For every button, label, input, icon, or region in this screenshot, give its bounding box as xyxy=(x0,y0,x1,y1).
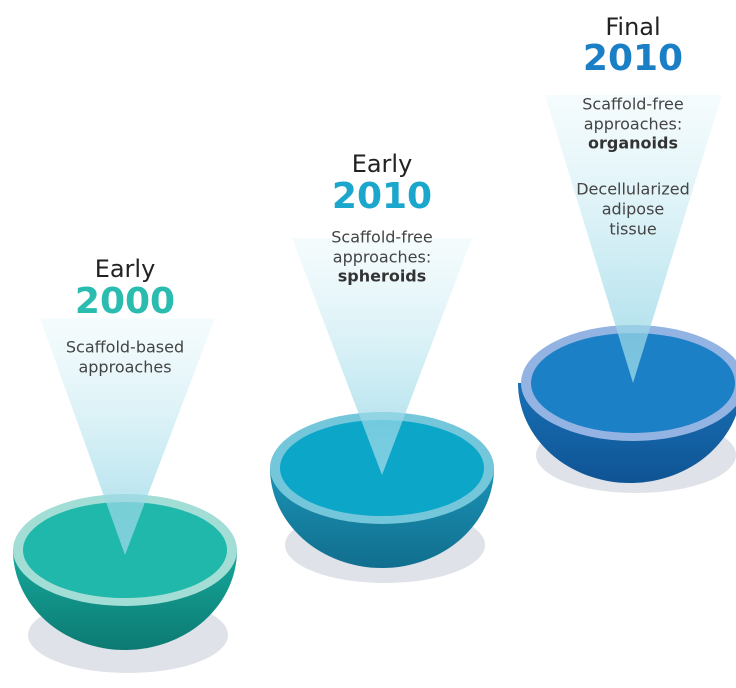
description: Scaffold-free xyxy=(331,228,433,247)
note: tissue xyxy=(609,220,656,239)
note: Decellularized xyxy=(576,180,690,199)
description: Scaffold-based xyxy=(66,338,184,357)
year: 2010 xyxy=(332,176,432,217)
period: Early xyxy=(95,255,156,283)
period: Early xyxy=(352,150,413,178)
timeline-diagram: Early 2000 Scaffold-based approaches Ear… xyxy=(0,0,736,688)
note: adipose xyxy=(602,200,665,219)
highlight: spheroids xyxy=(338,267,427,286)
period: Final xyxy=(605,13,660,41)
year: 2000 xyxy=(75,281,175,322)
year: 2010 xyxy=(583,38,683,79)
description: Scaffold-free xyxy=(582,95,684,114)
description: approaches xyxy=(78,358,171,377)
highlight: organoids xyxy=(588,134,678,153)
description: approaches: xyxy=(333,248,431,267)
description: approaches: xyxy=(584,115,682,134)
